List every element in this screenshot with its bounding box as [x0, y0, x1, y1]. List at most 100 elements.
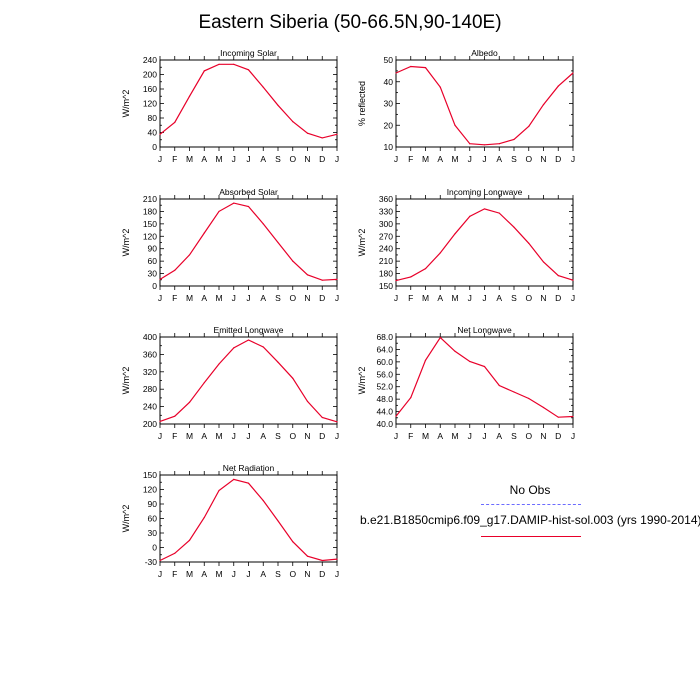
data-point [321, 559, 323, 562]
legend-model-label: b.e21.B1850cmip6.f09_g17.DAMIP-hist-sol.… [360, 513, 700, 527]
x-tick-label: J [394, 293, 398, 303]
y-tick-label: 210 [143, 194, 157, 204]
x-tick-label: J [158, 154, 162, 164]
data-point [188, 254, 191, 256]
data-point [218, 363, 220, 365]
y-tick-label: 64.0 [376, 344, 393, 354]
y-tick-label: 30 [384, 99, 394, 109]
x-tick-label: M [422, 154, 429, 164]
data-point [469, 215, 471, 217]
y-axis-label: W/m^2 [121, 367, 131, 395]
data-point [572, 279, 574, 281]
x-tick-label: O [289, 293, 296, 303]
x-tick-label: A [437, 293, 443, 303]
plot-frame [159, 336, 338, 425]
y-tick-label: 40 [148, 128, 158, 138]
data-point [292, 377, 294, 379]
series-line [395, 336, 574, 418]
data-point [454, 124, 456, 126]
x-tick-label: J [158, 569, 162, 579]
x-tick-label: J [482, 293, 486, 303]
y-tick-label: 400 [143, 332, 157, 342]
data-point [410, 276, 412, 278]
chart-title: Net Radiation [223, 463, 275, 473]
data-point [336, 278, 338, 280]
data-point [395, 280, 397, 282]
x-tick-label: F [172, 293, 177, 303]
plot-frame [395, 336, 574, 425]
data-point [203, 232, 205, 234]
x-tick-label: A [260, 293, 266, 303]
x-tick-label: M [186, 431, 193, 441]
x-tick-label: F [408, 154, 413, 164]
x-tick-label: O [289, 154, 296, 164]
data-point [218, 489, 220, 492]
y-tick-label: -30 [145, 557, 158, 567]
x-tick-label: A [260, 154, 266, 164]
data-point [203, 70, 205, 72]
data-point [424, 268, 427, 270]
y-tick-label: 150 [379, 281, 393, 291]
data-point [542, 406, 545, 409]
x-tick-label: J [246, 293, 250, 303]
x-tick-label: A [260, 431, 266, 441]
data-point [247, 69, 250, 71]
y-tick-label: 300 [379, 219, 393, 229]
y-tick-label: 360 [143, 349, 157, 359]
x-tick-label: O [289, 431, 296, 441]
x-tick-label: M [422, 431, 429, 441]
y-axis-label: W/m^2 [121, 90, 131, 118]
x-tick-label: A [496, 431, 502, 441]
plot-frame [395, 198, 574, 287]
x-tick-label: J [468, 293, 472, 303]
y-tick-label: 52.0 [376, 382, 393, 392]
x-tick-label: J [246, 431, 250, 441]
x-tick-label: N [540, 431, 546, 441]
chart-title: Incoming Solar [220, 48, 277, 58]
x-tick-label: A [201, 293, 207, 303]
y-tick-label: 180 [143, 206, 157, 216]
chart-panel: Net Longwave W/m^2 40.0 44.0 48.0 52.0 56.0 60.… [357, 325, 575, 441]
y-tick-label: 280 [143, 384, 157, 394]
y-tick-label: 30 [148, 528, 158, 538]
data-point [277, 361, 279, 363]
y-tick-label: 90 [148, 499, 158, 509]
data-point [469, 143, 471, 145]
x-tick-label: N [304, 293, 310, 303]
y-tick-label: 40.0 [376, 419, 393, 429]
x-tick-label: F [172, 431, 177, 441]
x-tick-label: A [201, 431, 207, 441]
data-point [188, 539, 191, 541]
data-point [572, 415, 574, 418]
data-point [218, 63, 220, 65]
y-tick-label: 56.0 [376, 369, 393, 379]
data-point [454, 233, 456, 235]
chart-title: Net Longwave [457, 325, 512, 335]
chart-title: Emitted Longwave [214, 325, 284, 335]
data-point [247, 482, 250, 484]
data-point [424, 359, 427, 361]
data-point [292, 260, 294, 262]
data-point [203, 516, 205, 519]
data-point [262, 500, 264, 502]
x-tick-label: A [201, 569, 207, 579]
x-tick-label: J [246, 569, 250, 579]
data-point [557, 416, 559, 418]
x-tick-label: J [571, 293, 575, 303]
x-tick-label: J [482, 154, 486, 164]
data-point [557, 85, 559, 87]
x-tick-label: J [571, 431, 575, 441]
data-point [513, 226, 515, 228]
x-tick-label: M [451, 293, 458, 303]
x-tick-label: D [319, 293, 325, 303]
x-tick-label: J [394, 431, 398, 441]
x-tick-label: O [525, 431, 532, 441]
series-line [159, 202, 338, 281]
x-tick-label: J [158, 293, 162, 303]
y-tick-label: 160 [143, 84, 157, 94]
x-tick-label: M [186, 293, 193, 303]
series-line [395, 208, 574, 282]
chart-title: Incoming Longwave [447, 187, 523, 197]
